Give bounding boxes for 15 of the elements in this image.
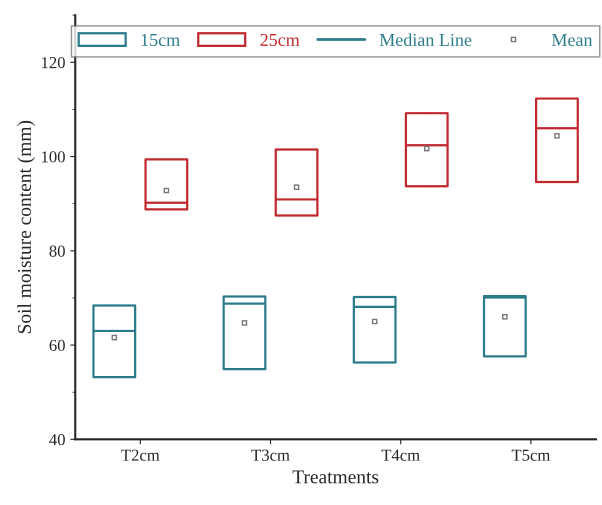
y-tick-label: 120	[42, 56, 65, 68]
legend-label: 15cm	[142, 34, 180, 46]
y-tick-label: 80	[49, 246, 65, 257]
x-tick-label: T2cm	[121, 450, 160, 461]
y-tick-label: 60	[50, 340, 65, 352]
x-axis-title: Treatments	[292, 470, 378, 484]
annotation: Median Line	[380, 33, 472, 46]
y-tick-label: 100	[42, 151, 65, 162]
annotation: Mean	[552, 34, 592, 46]
legend-label: 25cm	[260, 34, 300, 46]
y-tick-label: 40	[49, 434, 65, 446]
x-tick-label: T3cm	[251, 450, 290, 461]
x-tick-label: T5cm	[512, 450, 550, 461]
x-tick-label: T4cm	[382, 450, 420, 461]
y-axis-title: Soil moisture content (mm)	[17, 120, 35, 334]
